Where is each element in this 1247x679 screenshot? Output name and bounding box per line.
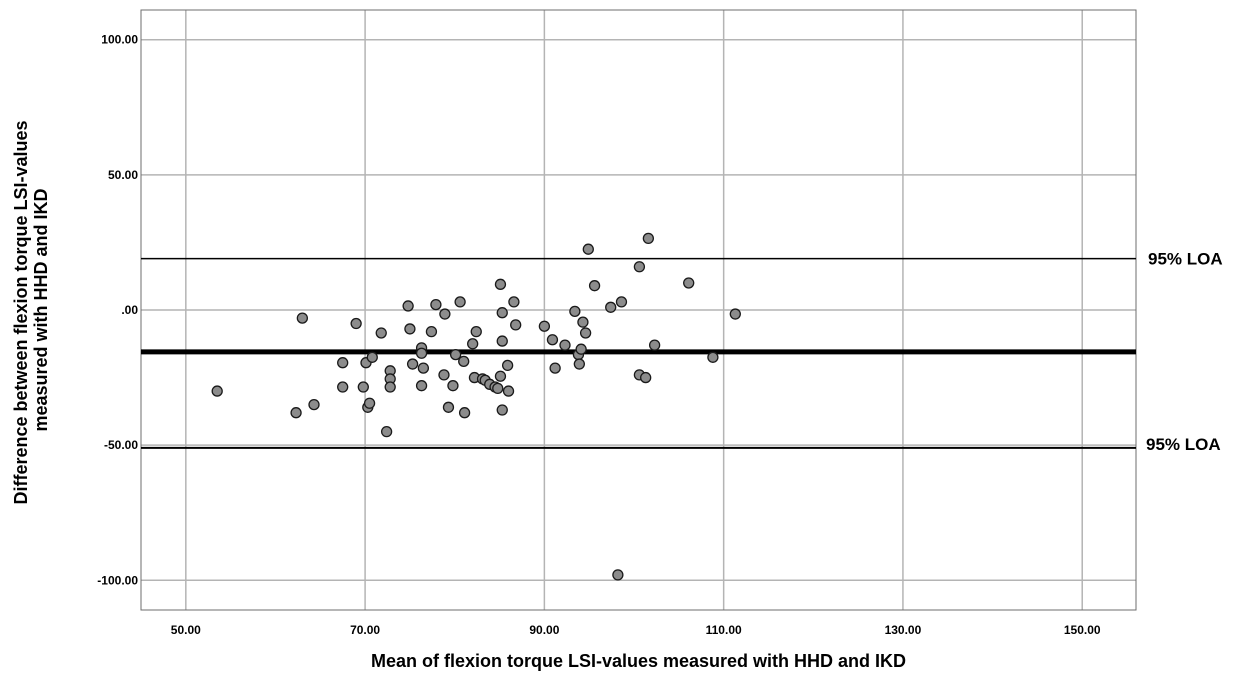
- y-tick-label: 100.00: [101, 33, 138, 47]
- plot-frame: [140, 9, 1137, 611]
- data-point: [375, 327, 387, 339]
- data-point: [502, 385, 515, 397]
- y-axis-title: Difference between flexion torque LSI-va…: [11, 115, 51, 504]
- data-point: [430, 298, 442, 311]
- data-point: [508, 296, 520, 308]
- data-point: [496, 335, 508, 347]
- data-point: [729, 308, 741, 320]
- data-point: [501, 359, 514, 372]
- data-point: [588, 280, 601, 292]
- data-point: [337, 357, 349, 369]
- data-point: [494, 370, 507, 382]
- data-point: [510, 319, 522, 331]
- data-point: [363, 397, 376, 409]
- data-point: [496, 404, 508, 416]
- y-tick-label: -100.00: [97, 573, 138, 587]
- data-point: [406, 358, 419, 370]
- data-point: [458, 407, 471, 419]
- data-point: [438, 369, 450, 381]
- data-point: [290, 407, 302, 419]
- data-point: [380, 425, 393, 438]
- data-point: [447, 380, 459, 392]
- data-point: [496, 307, 508, 319]
- data-point: [575, 343, 587, 355]
- data-point: [494, 278, 507, 290]
- data-point: [337, 381, 349, 393]
- data-point: [612, 569, 624, 581]
- data-point: [467, 338, 479, 350]
- x-tick-label: 90.00: [529, 623, 559, 637]
- data-point: [582, 243, 594, 255]
- lower-loa-label: 95% LOA: [1146, 435, 1221, 454]
- y-tick-label: -50.00: [104, 438, 138, 452]
- x-tick-label: 150.00: [1064, 623, 1101, 637]
- data-point: [707, 351, 719, 363]
- data-point: [648, 339, 661, 351]
- data-point: [633, 261, 646, 273]
- x-tick-label: 50.00: [171, 623, 201, 637]
- data-point: [296, 312, 309, 324]
- y-tick-label: .00: [121, 303, 138, 317]
- reference-lines: [141, 257, 1136, 449]
- data-points: [211, 232, 741, 581]
- gridlines: [141, 10, 1136, 610]
- data-point: [492, 382, 504, 395]
- data-point: [577, 316, 589, 328]
- data-point: [442, 401, 455, 413]
- x-tick-label: 70.00: [350, 623, 380, 637]
- data-point: [439, 308, 451, 320]
- data-point: [573, 358, 585, 370]
- data-point: [579, 327, 592, 339]
- data-point: [308, 398, 320, 411]
- data-point: [384, 381, 396, 393]
- y-tick-labels: 100.00 50.00 .00 -50.00 -100.00: [97, 33, 138, 588]
- data-point: [402, 300, 414, 312]
- data-point: [615, 296, 628, 308]
- y-axis-title-line-2: measured with HHD and IKD: [31, 188, 51, 431]
- data-point: [357, 381, 369, 393]
- data-point: [366, 351, 378, 363]
- y-axis-title-line-1: Difference between flexion torque LSI-va…: [11, 120, 31, 504]
- data-point: [470, 325, 482, 338]
- x-axis-title: Mean of flexion torque LSI-values measur…: [371, 651, 906, 671]
- data-point: [415, 347, 428, 359]
- data-point: [404, 323, 416, 335]
- data-point: [417, 362, 430, 374]
- data-point: [569, 305, 581, 318]
- data-point: [559, 339, 571, 351]
- data-point: [605, 301, 617, 313]
- data-point: [538, 320, 551, 332]
- data-point: [549, 362, 561, 374]
- data-point: [415, 380, 428, 392]
- data-point: [546, 334, 559, 346]
- data-point: [458, 355, 470, 368]
- upper-loa-label: 95% LOA: [1148, 250, 1223, 269]
- data-point: [449, 348, 462, 361]
- data-point: [454, 296, 466, 308]
- data-point: [640, 371, 652, 384]
- data-point: [350, 317, 362, 330]
- data-point: [642, 232, 655, 245]
- y-tick-label: 50.00: [108, 168, 138, 182]
- data-point: [211, 385, 223, 397]
- x-tick-label: 130.00: [885, 623, 922, 637]
- x-tick-label: 110.00: [706, 623, 742, 637]
- x-tick-labels: 50.00 70.00 90.00 110.00 130.00 150.00: [171, 623, 1101, 637]
- data-point: [683, 277, 695, 289]
- data-point: [425, 325, 438, 338]
